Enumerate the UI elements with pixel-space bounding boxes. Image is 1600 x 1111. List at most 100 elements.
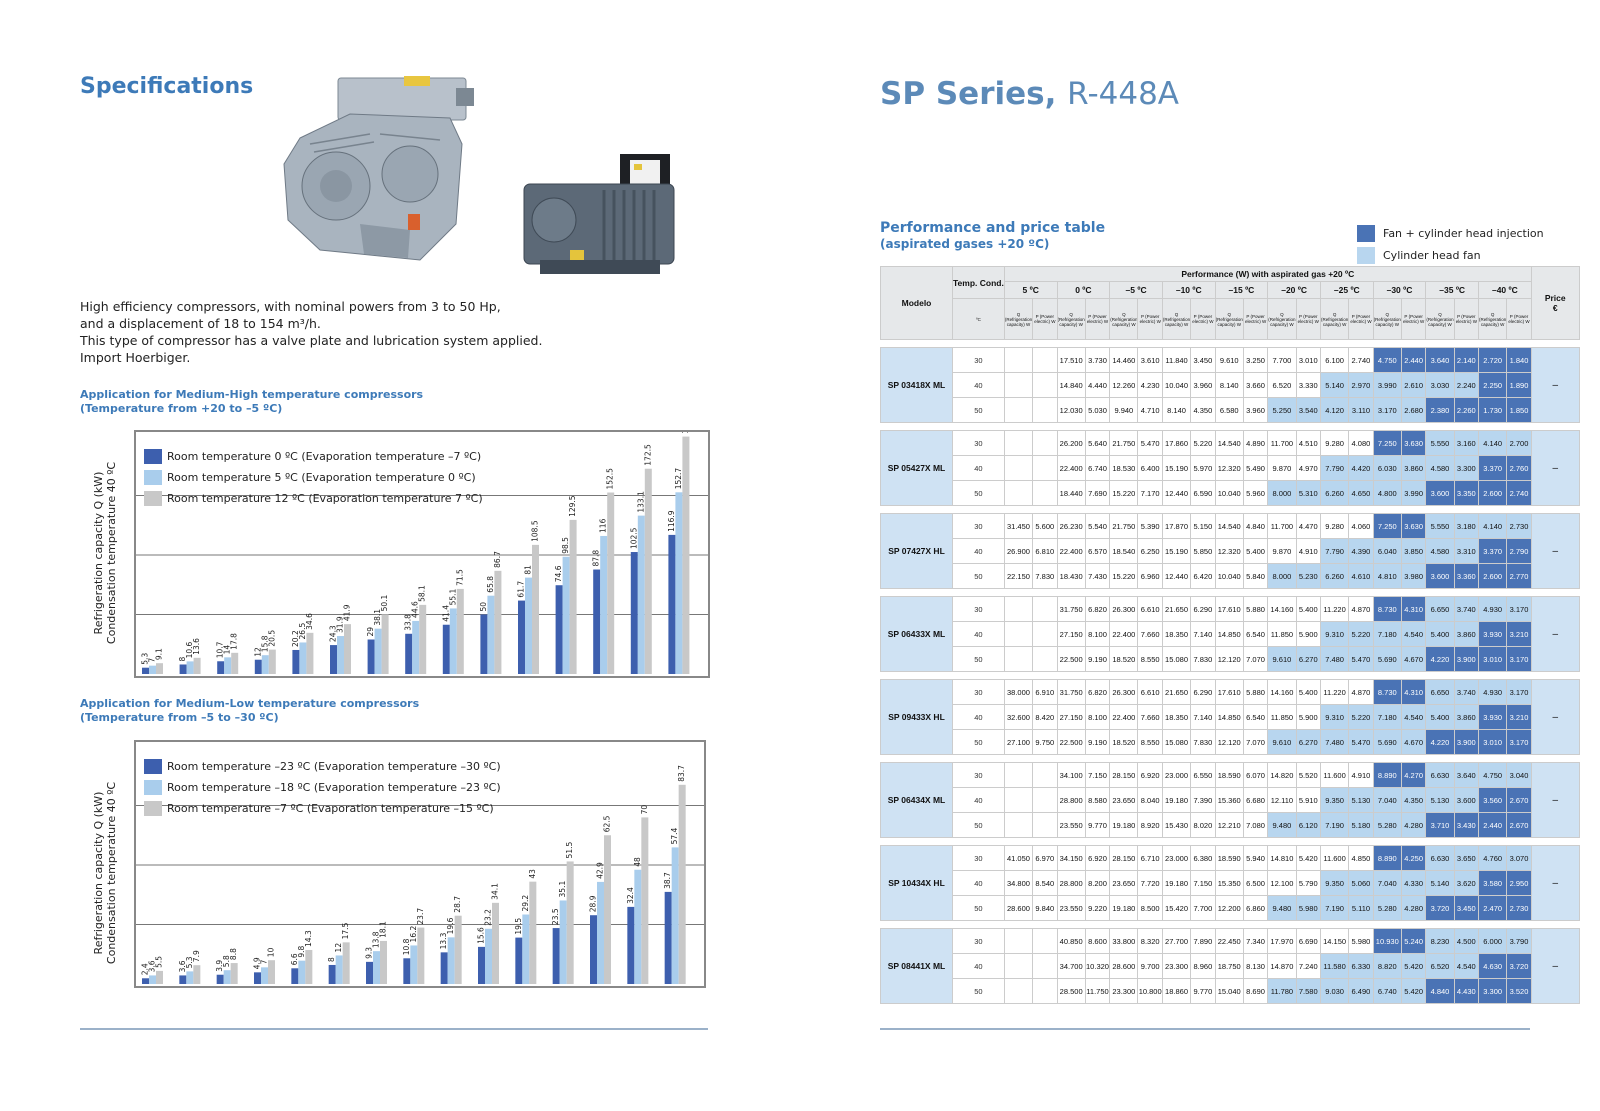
power-value: 4.870 bbox=[1348, 596, 1374, 622]
key-swatch-light bbox=[1357, 246, 1375, 264]
capacity-value: 5.280 bbox=[1372, 812, 1402, 838]
capacity-value bbox=[1003, 480, 1034, 506]
capacity-value: 10.040 bbox=[1214, 480, 1244, 506]
capacity-value: 5.400 bbox=[1425, 621, 1455, 647]
power-value: 6.120 bbox=[1295, 812, 1321, 838]
capacity-value: 2.600 bbox=[1478, 563, 1508, 589]
cond-temp: 30 bbox=[952, 347, 1005, 373]
bar-1 bbox=[292, 649, 300, 674]
capacity-value: 18.430 bbox=[1056, 563, 1086, 589]
bar-value-label: 15.6 bbox=[477, 927, 486, 944]
capacity-value bbox=[1003, 621, 1034, 647]
capacity-value: 5.550 bbox=[1425, 430, 1455, 456]
capacity-value: 15.430 bbox=[1161, 812, 1192, 838]
table-row: 40 14.840 4.440 12.260 4.230 10.040 3.960 8.140… bbox=[881, 372, 1580, 398]
power-value: 4.650 bbox=[1348, 480, 1374, 506]
capacity-value: 18.520 bbox=[1109, 646, 1139, 672]
header-price: Price € bbox=[1530, 266, 1580, 340]
power-value bbox=[1032, 596, 1058, 622]
capacity-value: 4.580 bbox=[1425, 538, 1455, 564]
capacity-value: 14.850 bbox=[1214, 621, 1244, 647]
header-q-capacity: Q (Refrigeration capacity) W bbox=[1109, 298, 1139, 340]
bar-1 bbox=[217, 661, 225, 674]
power-value: 4.060 bbox=[1348, 513, 1374, 539]
bar-value-label: 42.9 bbox=[596, 862, 605, 879]
table-row: SP 10434X HL 30 41.050 6.970 34.150 6.920 28.1… bbox=[880, 845, 1580, 921]
bar-3 bbox=[529, 881, 537, 984]
header-evap-temp: –10 ºC bbox=[1161, 281, 1216, 299]
power-value: 6.270 bbox=[1295, 646, 1321, 672]
group-spacer bbox=[880, 671, 1580, 680]
key-label: Fan + cylinder head injection bbox=[1383, 226, 1544, 240]
header-performance: Performance (W) with aspirated gas +20 º… bbox=[1003, 266, 1532, 282]
capacity-value: 3.370 bbox=[1478, 455, 1508, 481]
bar-3 bbox=[566, 861, 574, 984]
bar-value-label: 33.8 bbox=[404, 614, 413, 631]
price-value: – bbox=[1530, 596, 1580, 672]
power-value: 6.330 bbox=[1348, 953, 1374, 979]
bar-value-label: 20.2 bbox=[291, 630, 300, 647]
header-p-power: P (Power electric) W bbox=[1348, 298, 1374, 340]
bar-value-label: 71.5 bbox=[455, 569, 464, 586]
capacity-value: 4.840 bbox=[1425, 978, 1455, 1004]
bar-2 bbox=[559, 900, 567, 984]
power-value bbox=[1032, 928, 1058, 954]
capacity-value: 28.600 bbox=[1003, 895, 1034, 921]
header-q-capacity: Q (Refrigeration capacity) W bbox=[1425, 298, 1455, 340]
capacity-value: 34.700 bbox=[1056, 953, 1086, 979]
bar-value-label: 29.2 bbox=[521, 895, 530, 912]
table-row: 40 34.700 10.320 28.600 9.700 23.300 8.960 18.7… bbox=[881, 953, 1580, 979]
power-value: 4.310 bbox=[1400, 596, 1427, 622]
capacity-value: 23.550 bbox=[1056, 812, 1086, 838]
bar-value-label: 16.2 bbox=[409, 926, 418, 943]
legend-swatch bbox=[144, 801, 162, 816]
bar-3 bbox=[417, 927, 425, 984]
bar-value-label: 35.1 bbox=[558, 881, 567, 898]
capacity-value: 3.720 bbox=[1425, 895, 1455, 921]
capacity-value: 6.650 bbox=[1425, 679, 1455, 705]
group-spacer bbox=[880, 505, 1580, 514]
bar-value-label: 12 bbox=[253, 647, 262, 657]
power-value: 7.070 bbox=[1242, 729, 1269, 755]
bar-value-label: 19.6 bbox=[446, 917, 455, 934]
capacity-value: 14.540 bbox=[1214, 430, 1244, 456]
capacity-value: 23.300 bbox=[1109, 978, 1139, 1004]
capacity-value bbox=[1003, 397, 1034, 423]
power-value: 7.830 bbox=[1032, 563, 1058, 589]
capacity-value: 4.810 bbox=[1372, 563, 1402, 589]
capacity-value: 4.930 bbox=[1478, 596, 1508, 622]
power-value bbox=[1032, 787, 1058, 813]
legend-label: Room temperature –23 ºC (Evaporation tem… bbox=[167, 760, 501, 773]
capacity-value: 6.260 bbox=[1319, 563, 1350, 589]
capacity-value: 9.610 bbox=[1267, 729, 1297, 755]
power-value: 6.610 bbox=[1137, 679, 1163, 705]
power-value: 5.400 bbox=[1242, 538, 1269, 564]
cond-temp: 50 bbox=[952, 480, 1005, 506]
capacity-value bbox=[1003, 762, 1034, 788]
capacity-value: 28.800 bbox=[1056, 870, 1086, 896]
bar-1 bbox=[328, 964, 336, 984]
group-spacer bbox=[880, 588, 1580, 597]
power-value: 9.770 bbox=[1084, 812, 1111, 838]
header-p-power: P (Power electric) W bbox=[1453, 298, 1480, 340]
capacity-value: 15.220 bbox=[1109, 480, 1139, 506]
bar-value-label: 6.6 bbox=[290, 953, 299, 965]
bar-value-label: 23.2 bbox=[484, 909, 493, 926]
bar-value-label: 34.6 bbox=[305, 613, 314, 630]
bar-3 bbox=[641, 817, 649, 984]
power-value bbox=[1032, 347, 1058, 373]
bar-1 bbox=[405, 633, 413, 674]
bar-value-label: 65.8 bbox=[486, 576, 495, 593]
capacity-value: 28.800 bbox=[1056, 787, 1086, 813]
power-value: 5.420 bbox=[1400, 953, 1427, 979]
capacity-value: 18.440 bbox=[1056, 480, 1086, 506]
power-value: 8.540 bbox=[1032, 870, 1058, 896]
bar-value-label: 41.4 bbox=[441, 605, 450, 622]
bar-2 bbox=[149, 665, 156, 674]
chart1-title-line: (Temperature from +20 to –5 ºC) bbox=[80, 402, 283, 415]
capacity-value: 15.080 bbox=[1161, 646, 1192, 672]
power-value: 5.240 bbox=[1400, 928, 1427, 954]
power-value: 5.880 bbox=[1242, 596, 1269, 622]
capacity-value: 12.030 bbox=[1056, 397, 1086, 423]
capacity-value bbox=[1003, 372, 1034, 398]
